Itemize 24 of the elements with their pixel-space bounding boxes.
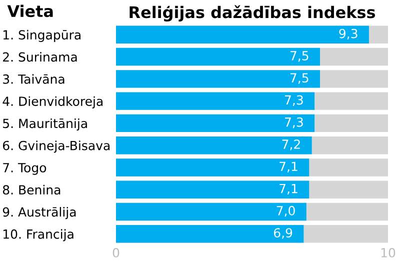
y-tick-label: 7. Togo [3,163,46,175]
y-axis-title: Vieta [7,4,53,18]
y-tick-label: 5. Mauritānija [3,118,87,131]
data-label: 7,0 [276,206,295,217]
y-tick-label: 1. Singapūra [3,30,80,42]
data-label: 7,1 [280,184,298,195]
data-label: 6,9 [274,228,292,239]
data-label: 7,5 [290,73,308,84]
y-tick-label: 9. Austrālija [2,207,76,220]
chart-title: Reliģijas dažādības indekss [130,5,376,22]
x-tick-label: 0 [112,248,120,258]
y-tick-label: 4. Dienvidkoreja [2,96,103,108]
x-tick-label: 10 [381,248,396,258]
y-tick-label: 6. Gvineja-Bisava [2,140,110,153]
data-label: 7,3 [285,117,303,128]
data-label: 7,2 [282,140,300,150]
data-label: 7,3 [285,95,303,106]
data-label: 7,1 [280,162,298,172]
y-tick-label: 10. Francija [3,229,74,242]
data-label: 7,5 [290,51,308,62]
data-label: 9,3 [339,28,358,40]
y-tick-label: 8. Benina [2,184,60,195]
y-tick-label: 3. Taivāna [3,74,64,84]
y-tick-label: 2. Surinama [3,52,77,62]
